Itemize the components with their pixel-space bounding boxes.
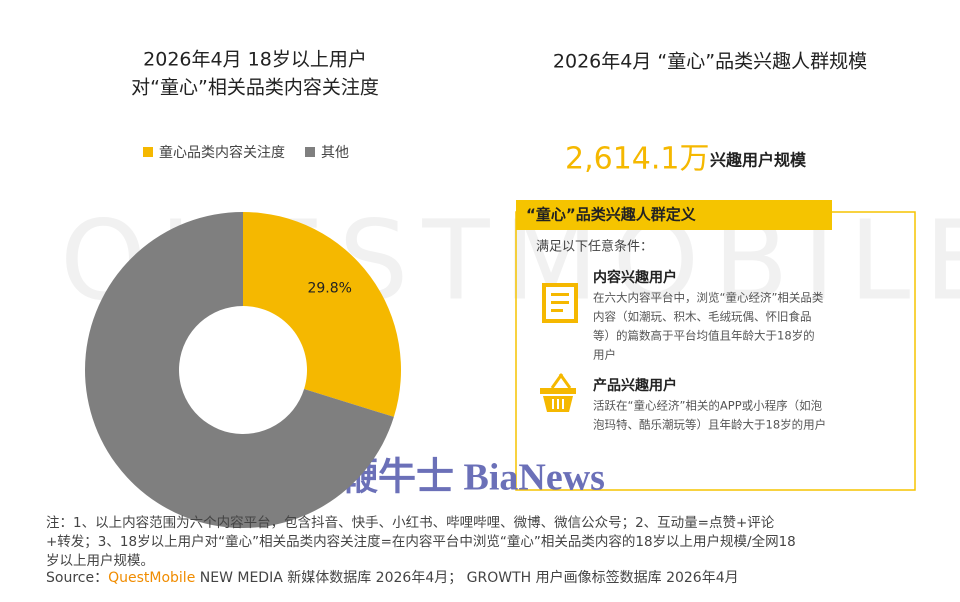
item-desc: 活跃在“童心经济”相关的APP或小程序（如泡 <box>593 399 823 413</box>
donut-segment <box>243 212 401 417</box>
box-title: “童心”品类兴趣人群定义 <box>526 206 696 224</box>
box-header <box>516 200 832 230</box>
chart-title: 2026年4月 18岁以上用户 <box>143 49 367 71</box>
legend-swatch <box>143 147 153 157</box>
legend-label: 童心品类内容关注度 <box>159 144 285 161</box>
source-text: NEW MEDIA 新媒体数据库 2026年4月； GROWTH 用户画像标签数… <box>195 569 738 586</box>
watermark: 鞭牛士 BiaNews <box>340 457 605 499</box>
chart-title: 对“童心”相关品类内容关注度 <box>131 77 379 99</box>
item-desc: 泡玛特、酷乐潮玩等）且年龄大于18岁的用户 <box>593 418 826 432</box>
big-number-label: 兴趣用户规模 <box>710 151 807 170</box>
intro: 满足以下任意条件： <box>536 239 653 255</box>
note: 注：1、以上内容范围为六个内容平台，包含抖音、快手、小红书、哔哩哔哩、微博、微信… <box>46 514 775 531</box>
donut-segment <box>85 212 394 528</box>
source: Source：QuestMobile NEW MEDIA 新媒体数据库 2026… <box>46 569 739 586</box>
item-title: 产品兴趣用户 <box>593 377 677 394</box>
legend-swatch <box>305 147 315 157</box>
source-brand: QuestMobile <box>108 570 195 586</box>
note: +转发；3、18岁以上用户对“童心”相关品类内容关注度=在内容平台中浏览“童心”… <box>46 533 796 550</box>
big-number: 2,614.1万 <box>565 142 710 177</box>
panel-title: 2026年4月 “童心”品类兴趣人群规模 <box>553 51 867 73</box>
item-desc: 内容（如潮玩、积木、毛绒玩偶、怀旧食品 <box>593 310 812 324</box>
data-label: 29.8% <box>307 280 351 296</box>
item-desc: 等）的篇数高于平台均值且年龄大于18岁的 <box>593 329 815 343</box>
basket-icon <box>540 373 576 412</box>
item-desc: 在六大内容平台中，浏览“童心经济”相关品类 <box>593 291 824 305</box>
source-label: Source： <box>46 570 108 586</box>
doc-icon <box>542 283 578 323</box>
note: 岁以上用户规模。 <box>46 552 154 569</box>
legend-label: 其他 <box>321 145 349 161</box>
item-desc: 用户 <box>593 348 616 362</box>
item-title: 内容兴趣用户 <box>593 269 677 286</box>
